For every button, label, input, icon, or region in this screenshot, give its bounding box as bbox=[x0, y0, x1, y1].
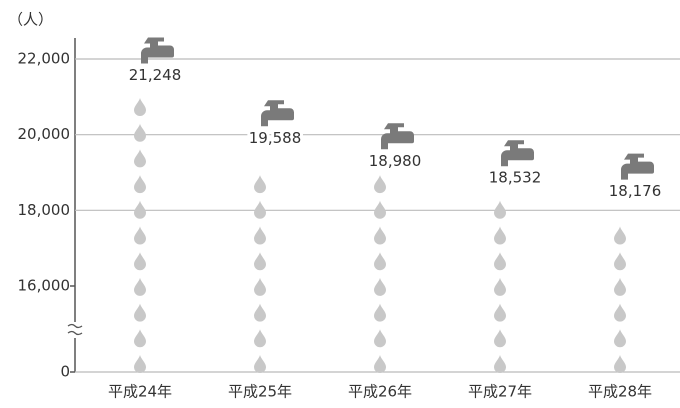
y-tick-label: 0 bbox=[60, 363, 70, 381]
drop bbox=[374, 277, 386, 296]
faucet bbox=[621, 153, 654, 180]
pictogram-bar bbox=[374, 123, 414, 373]
x-tick-label: 平成26年 bbox=[348, 383, 412, 401]
drop bbox=[134, 98, 146, 116]
drop bbox=[374, 329, 386, 348]
value-label: 18,980 bbox=[369, 152, 422, 170]
drop bbox=[254, 226, 266, 245]
drop bbox=[134, 123, 146, 142]
pictogram-bar bbox=[614, 153, 654, 373]
drop bbox=[374, 175, 386, 194]
y-unit: （人） bbox=[8, 11, 53, 29]
x-tick-label: 平成25年 bbox=[228, 383, 292, 401]
faucet bbox=[261, 100, 294, 127]
drop bbox=[614, 329, 626, 348]
drop bbox=[614, 277, 626, 296]
y-tick-label: 22,000 bbox=[18, 50, 71, 68]
drop bbox=[134, 329, 146, 348]
drop bbox=[494, 252, 506, 271]
drop bbox=[254, 329, 266, 348]
drop bbox=[134, 175, 146, 194]
drop bbox=[374, 200, 386, 219]
drop bbox=[254, 355, 266, 373]
x-tick-label: 平成27年 bbox=[468, 383, 532, 401]
drop bbox=[134, 303, 146, 322]
y-tick-label: 20,000 bbox=[18, 125, 71, 143]
axis-break-gap bbox=[66, 322, 84, 338]
drop bbox=[134, 149, 146, 168]
pictogram-bar bbox=[494, 140, 534, 373]
drop bbox=[134, 355, 146, 373]
pictogram-bar bbox=[134, 37, 174, 373]
faucet bbox=[381, 123, 414, 150]
drop bbox=[494, 355, 506, 373]
drop bbox=[374, 303, 386, 322]
drop bbox=[494, 200, 506, 219]
drop bbox=[374, 226, 386, 245]
drop bbox=[254, 200, 266, 219]
drop bbox=[494, 329, 506, 348]
faucet bbox=[141, 37, 174, 64]
drop bbox=[254, 303, 266, 322]
x-tick-label: 平成24年 bbox=[108, 383, 172, 401]
drop bbox=[134, 200, 146, 219]
drop bbox=[134, 277, 146, 296]
faucet bbox=[501, 140, 534, 167]
value-label: 21,248 bbox=[129, 66, 182, 84]
drop bbox=[614, 226, 626, 245]
pictogram-bar bbox=[254, 100, 294, 373]
drop bbox=[614, 355, 626, 373]
drop bbox=[134, 226, 146, 245]
value-label: 18,532 bbox=[489, 169, 542, 187]
drop bbox=[254, 175, 266, 194]
drop bbox=[494, 277, 506, 296]
value-label: 19,588 bbox=[249, 129, 302, 147]
drop bbox=[614, 303, 626, 322]
drop bbox=[494, 226, 506, 245]
drop bbox=[134, 252, 146, 271]
drop bbox=[494, 303, 506, 322]
y-tick-label: 16,000 bbox=[18, 277, 71, 295]
drop bbox=[254, 252, 266, 271]
x-tick-label: 平成28年 bbox=[588, 383, 652, 401]
drop bbox=[254, 277, 266, 296]
value-label: 18,176 bbox=[609, 182, 662, 200]
drop bbox=[614, 252, 626, 271]
drop bbox=[374, 252, 386, 271]
y-tick-label: 18,000 bbox=[18, 201, 71, 219]
axis-break bbox=[67, 323, 83, 336]
drop bbox=[374, 355, 386, 373]
